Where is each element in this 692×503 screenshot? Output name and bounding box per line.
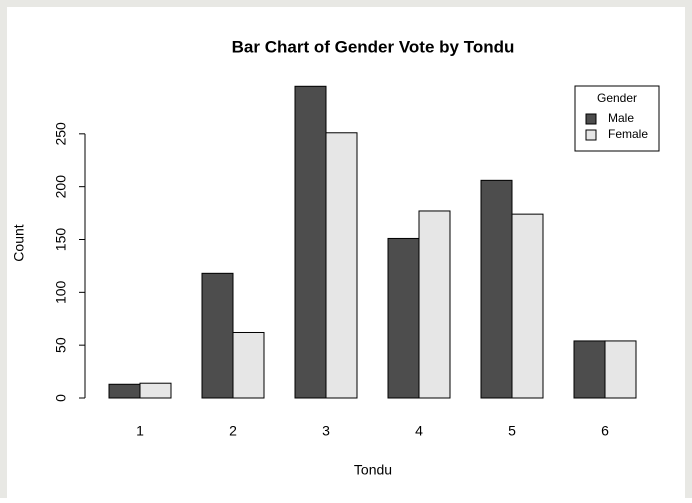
bar [325,132,358,399]
y-tick-label: 50 [53,337,69,353]
y-tick-label: 150 [53,228,69,252]
legend-swatch [585,129,597,141]
legend-label: Female [608,127,648,141]
x-tick-label: 2 [229,423,237,439]
y-axis-label: Count [11,224,27,261]
bar [108,383,141,399]
y-tick-label: 250 [53,122,69,146]
bar [387,237,420,399]
bar [604,340,637,399]
bar [232,331,265,399]
x-tick-label: 5 [508,423,516,439]
legend-swatch [585,113,597,125]
bar [294,85,327,399]
y-tick-label: 0 [53,394,69,402]
bar [201,272,234,399]
bar [573,340,606,399]
x-tick-label: 6 [601,423,609,439]
bar [418,210,451,399]
legend-label: Male [608,111,634,125]
x-tick-label: 3 [322,423,330,439]
legend-title: Gender [597,91,637,105]
chart-title: Bar Chart of Gender Vote by Tondu [232,37,515,56]
x-tick-label: 1 [136,423,144,439]
bar [480,179,513,399]
y-tick-label: 200 [53,175,69,199]
y-tick-label: 100 [53,280,69,304]
bar [511,213,544,399]
bar [139,382,172,399]
x-tick-label: 4 [415,423,423,439]
x-axis-label: Tondu [354,462,392,478]
